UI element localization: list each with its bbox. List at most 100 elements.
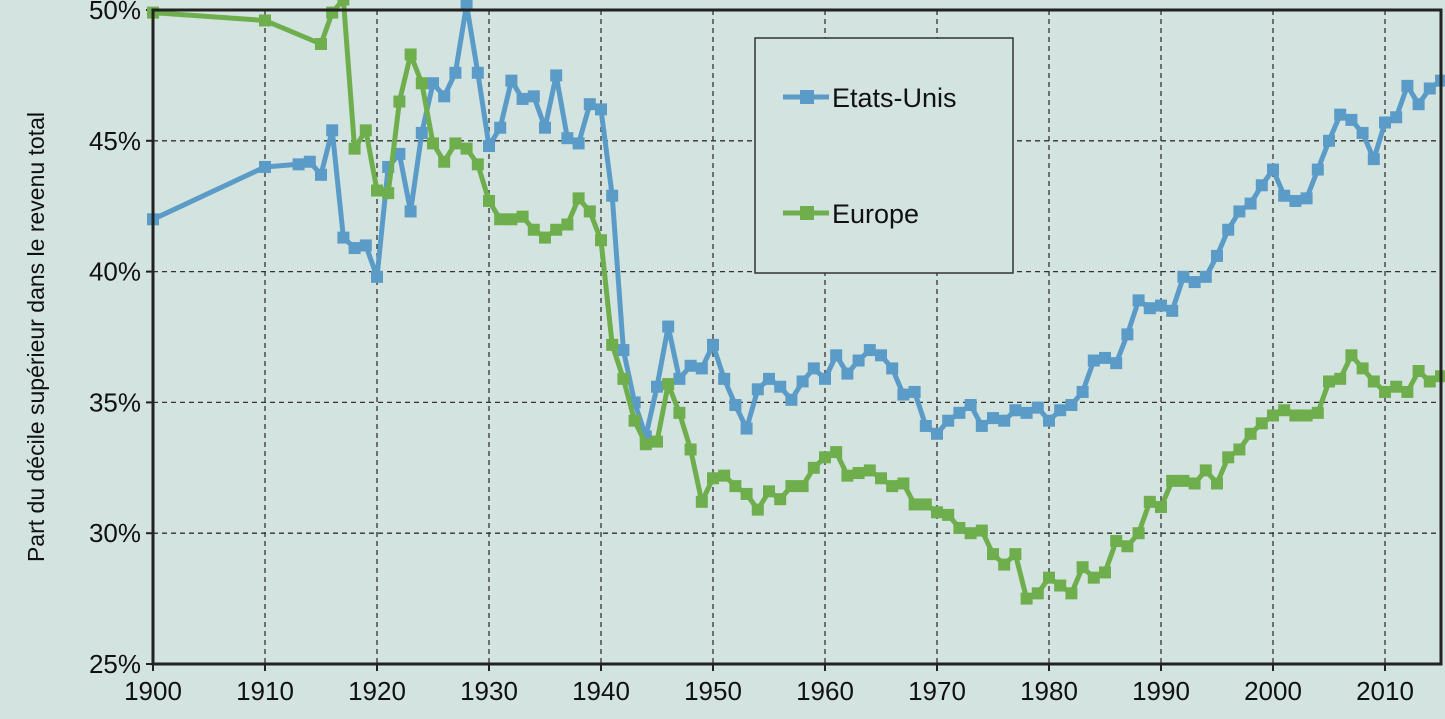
data-point bbox=[852, 467, 865, 480]
x-tick-label: 1960 bbox=[796, 676, 854, 706]
data-point bbox=[774, 493, 787, 506]
data-point bbox=[684, 359, 697, 372]
data-point bbox=[404, 48, 417, 61]
data-point bbox=[1423, 375, 1436, 388]
data-point bbox=[1334, 372, 1347, 385]
data-point bbox=[393, 95, 406, 108]
data-point bbox=[438, 155, 451, 168]
data-point bbox=[348, 242, 361, 255]
y-axis-label: Part du décile supérieur dans le revenu … bbox=[23, 112, 49, 562]
data-point bbox=[348, 142, 361, 155]
data-point bbox=[471, 158, 484, 171]
data-point bbox=[1356, 126, 1369, 139]
data-point bbox=[1043, 571, 1055, 584]
data-point bbox=[483, 194, 495, 207]
data-point bbox=[1031, 587, 1044, 600]
series-layer bbox=[147, 0, 1445, 605]
legend-label: Europe bbox=[832, 199, 919, 229]
data-point bbox=[1166, 304, 1179, 317]
data-point bbox=[572, 137, 585, 150]
data-point bbox=[1211, 249, 1223, 262]
data-point bbox=[763, 372, 775, 385]
data-point bbox=[1323, 375, 1335, 388]
data-point bbox=[897, 388, 910, 401]
data-point bbox=[841, 469, 854, 482]
data-point bbox=[1334, 108, 1347, 121]
data-point bbox=[796, 375, 809, 388]
data-point bbox=[1233, 205, 1246, 218]
data-point bbox=[1188, 477, 1201, 490]
data-point bbox=[415, 126, 428, 139]
data-point bbox=[1076, 385, 1089, 398]
data-point bbox=[1110, 535, 1123, 548]
x-tick-label: 1910 bbox=[236, 676, 294, 706]
data-point bbox=[819, 451, 831, 464]
data-point bbox=[975, 524, 988, 537]
data-point bbox=[337, 231, 350, 244]
data-point bbox=[1177, 474, 1190, 487]
data-point bbox=[1267, 163, 1279, 176]
data-point bbox=[1143, 302, 1156, 315]
y-tick-label: 45% bbox=[89, 126, 141, 156]
data-point bbox=[1199, 270, 1212, 283]
data-point bbox=[662, 378, 675, 391]
data-point bbox=[1166, 474, 1179, 487]
data-point bbox=[1323, 134, 1335, 147]
data-point bbox=[1076, 561, 1089, 574]
data-point bbox=[953, 406, 966, 419]
data-point bbox=[695, 495, 708, 508]
data-point bbox=[617, 372, 630, 385]
data-point bbox=[1043, 414, 1055, 427]
data-point bbox=[1020, 406, 1033, 419]
data-point bbox=[964, 399, 977, 412]
data-point bbox=[595, 103, 607, 116]
data-point bbox=[1099, 566, 1111, 579]
data-point bbox=[595, 234, 607, 247]
data-point bbox=[1031, 401, 1044, 414]
data-point bbox=[1300, 409, 1313, 422]
data-point bbox=[942, 508, 955, 521]
data-point bbox=[807, 461, 820, 474]
data-point bbox=[1390, 380, 1403, 393]
data-point bbox=[897, 477, 910, 490]
data-point bbox=[919, 419, 932, 432]
data-point bbox=[1233, 443, 1246, 456]
legend-item: Europe bbox=[783, 199, 919, 229]
data-point bbox=[438, 90, 451, 103]
data-point bbox=[303, 155, 316, 168]
data-point bbox=[1087, 354, 1100, 367]
data-point bbox=[1390, 111, 1403, 124]
data-point bbox=[1367, 375, 1380, 388]
data-point bbox=[729, 399, 742, 412]
legend-item: Etats-Unis bbox=[783, 83, 957, 113]
data-point bbox=[852, 354, 865, 367]
data-point bbox=[707, 338, 719, 351]
data-point bbox=[606, 338, 619, 351]
data-point bbox=[751, 503, 764, 516]
data-point bbox=[785, 480, 798, 493]
data-point bbox=[550, 69, 563, 82]
data-point bbox=[494, 121, 507, 134]
data-point bbox=[1054, 404, 1067, 417]
y-tick-label: 40% bbox=[89, 257, 141, 287]
data-point bbox=[975, 419, 988, 432]
series-etats-unis bbox=[147, 0, 1445, 443]
x-tick-label: 2010 bbox=[1356, 676, 1414, 706]
data-point bbox=[326, 124, 339, 137]
data-point bbox=[539, 121, 551, 134]
data-point bbox=[527, 90, 540, 103]
data-point bbox=[1087, 571, 1100, 584]
data-point bbox=[751, 383, 764, 396]
data-point bbox=[359, 124, 372, 137]
data-point bbox=[942, 414, 955, 427]
data-point bbox=[919, 498, 932, 511]
data-point bbox=[1300, 192, 1313, 205]
data-point bbox=[1155, 299, 1167, 312]
data-point bbox=[908, 498, 921, 511]
data-point bbox=[617, 344, 630, 357]
data-point bbox=[460, 142, 473, 155]
data-point bbox=[561, 218, 574, 231]
data-point bbox=[651, 435, 663, 448]
data-point bbox=[1065, 399, 1078, 412]
data-point bbox=[875, 472, 887, 485]
